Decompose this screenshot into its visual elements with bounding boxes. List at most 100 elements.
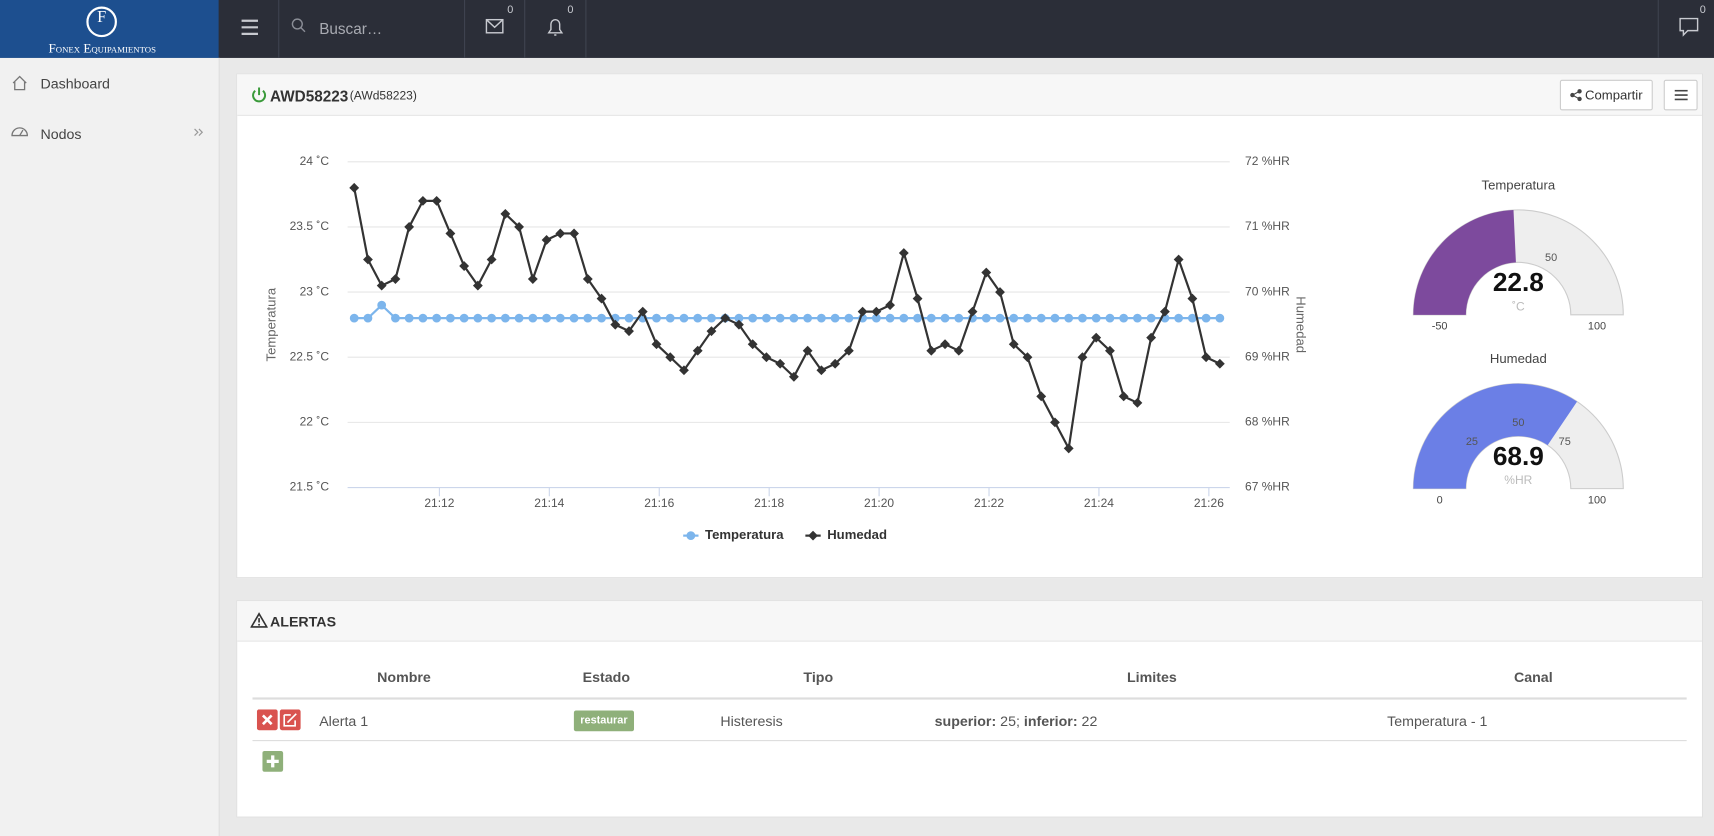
data-point: [555, 228, 566, 239]
column-header: Nombre: [377, 668, 431, 686]
column-header: Canal: [1513, 668, 1553, 686]
data-point: [1009, 313, 1019, 323]
logo[interactable]: F Fonex Equipamientos: [0, 0, 219, 58]
data-point: [734, 313, 744, 323]
logo-ring: [86, 6, 117, 38]
device-subtitle: (AWd58223): [349, 89, 417, 103]
gauge-tick-label: 75: [1559, 436, 1571, 448]
data-point: [1105, 313, 1115, 323]
data-point: [665, 313, 675, 323]
search-input[interactable]: Buscar…: [319, 19, 383, 38]
data-point: [569, 228, 579, 239]
data-point: [377, 300, 387, 310]
alerts-panel: ALERTAS Nombre Estado Tipo Limites Canal…: [236, 600, 1704, 818]
bell-icon[interactable]: [547, 18, 564, 36]
gauge-tick-label: 50: [1545, 252, 1557, 264]
gauge-unit: ˚C: [1512, 299, 1525, 313]
data-point: [816, 365, 827, 376]
data-point: [472, 280, 483, 291]
data-point: [1187, 293, 1198, 304]
data-point: [404, 313, 414, 323]
data-point: [652, 313, 661, 323]
y2-tick-label: 69 %HR: [1245, 349, 1290, 363]
data-point: [747, 339, 758, 350]
data-point: [404, 222, 415, 232]
data-point: [487, 313, 496, 323]
data-point: [597, 313, 606, 323]
panel-header: [237, 74, 1702, 116]
data-point: [446, 313, 455, 323]
data-point: [473, 313, 483, 323]
data-point: [1188, 313, 1197, 323]
series-line: [354, 303, 1220, 320]
y-tick-label: 22.5 ˚C: [290, 349, 330, 363]
gauge-value: [1413, 383, 1578, 489]
sidebar: [0, 57, 220, 836]
data-point: [679, 313, 689, 323]
x-tick-label: 21:22: [974, 496, 1004, 510]
nav-nodos[interactable]: Nodos: [40, 125, 82, 143]
data-point: [830, 313, 840, 323]
gauge-max: 100: [1588, 495, 1606, 507]
data-point: [610, 319, 621, 330]
device-panel: AWD58223 (AWd58223) Compartir: [236, 73, 1704, 579]
panel-menu-icon: [1674, 89, 1688, 101]
mail-icon[interactable]: [485, 18, 504, 34]
data-point: [541, 235, 552, 245]
menu-icon[interactable]: [241, 19, 258, 35]
share-button[interactable]: Compartir: [1559, 79, 1653, 111]
device-title: AWD58223: [269, 87, 349, 105]
gauge-title: Humedad: [1490, 351, 1547, 366]
data-point: [1105, 345, 1115, 356]
limit-label: inferior:: [1023, 712, 1078, 730]
data-point: [1064, 313, 1074, 323]
x-tick-label: 21:12: [424, 496, 454, 510]
y-tick-label: 22 ˚C: [300, 415, 330, 429]
panel-menu-button[interactable]: [1663, 79, 1698, 111]
header-rule: [252, 697, 1687, 700]
data-point: [817, 313, 826, 323]
column-header: Tipo: [803, 668, 834, 686]
alert-name: Alerta 1: [319, 712, 369, 730]
column-header: Limites: [1126, 668, 1177, 686]
y-tick-label: 23.5 ˚C: [290, 219, 330, 233]
limit-value: 22: [1081, 712, 1098, 730]
data-point: [1132, 397, 1143, 408]
data-point: [1118, 391, 1129, 402]
nav-dashboard[interactable]: Dashboard: [40, 75, 110, 92]
warning-icon: [250, 612, 268, 628]
data-point: [527, 274, 538, 284]
data-point: [528, 313, 538, 323]
gauge-value: [1413, 209, 1516, 315]
chat-icon[interactable]: [1679, 17, 1699, 37]
data-point: [596, 293, 607, 304]
data-point: [692, 345, 703, 356]
data-point: [555, 313, 565, 323]
gauge-tick-label: 50: [1512, 417, 1524, 429]
alert-limits: superior: 25; inferior: 22: [935, 713, 1098, 729]
data-point: [1201, 313, 1211, 323]
limit-label: superior:: [934, 712, 997, 730]
data-point: [1159, 306, 1170, 317]
data-point: [1133, 313, 1142, 323]
status-badge: restaurar: [573, 710, 635, 732]
gauge-min: 0: [1437, 495, 1443, 507]
data-point: [637, 306, 648, 317]
data-point: [1023, 313, 1032, 323]
column-header: Estado: [582, 668, 631, 686]
data-point: [898, 248, 909, 258]
x-tick-label: 21:16: [644, 496, 674, 510]
logo-initial: F: [97, 8, 107, 27]
legend-marker: [686, 531, 696, 540]
data-point: [569, 313, 579, 323]
data-point: [459, 313, 469, 323]
data-point: [707, 313, 716, 323]
sidebar-icons: [11, 75, 204, 137]
data-point: [940, 339, 950, 350]
data-point: [912, 293, 923, 304]
add-button[interactable]: [262, 750, 284, 773]
data-point: [1146, 313, 1156, 323]
legend-marker: [808, 530, 818, 541]
data-point: [734, 319, 744, 330]
